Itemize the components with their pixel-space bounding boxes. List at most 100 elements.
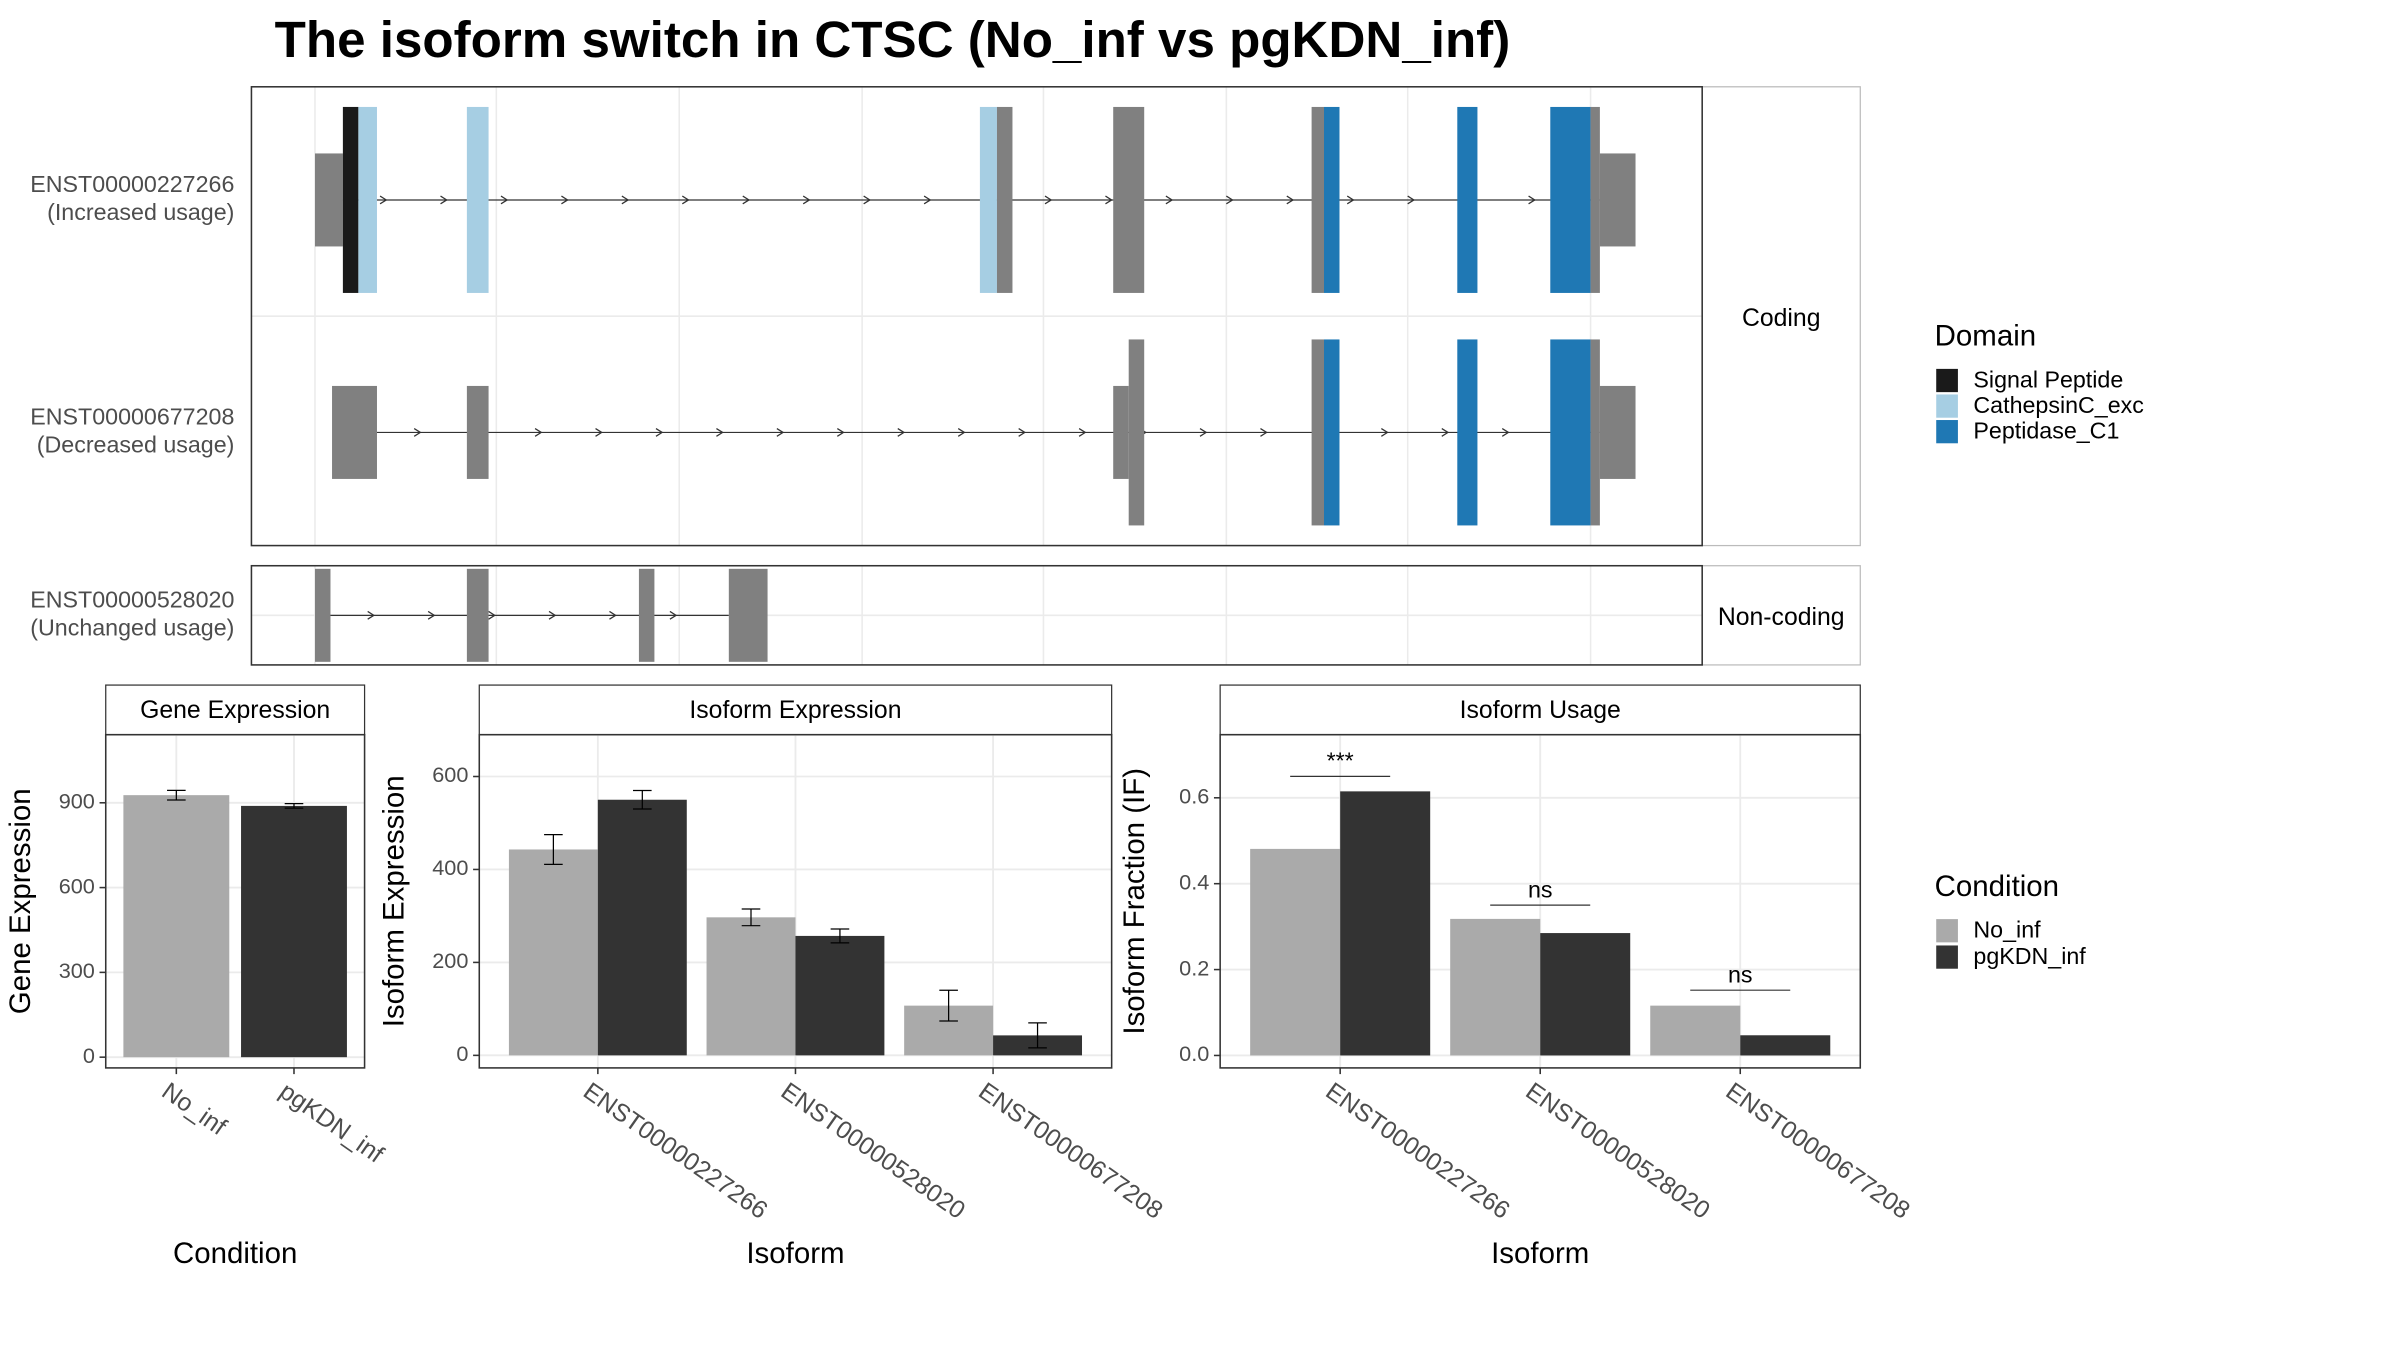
panel-title: Isoform Expression	[689, 697, 901, 724]
strip	[1701, 86, 1861, 547]
error-bar	[830, 928, 850, 944]
transcript-id: ENST00000227266	[30, 171, 234, 197]
intron-arrow	[923, 195, 932, 205]
y-axis-title: Gene Expression	[4, 788, 37, 1014]
exon	[1128, 339, 1145, 526]
intron-arrow	[548, 610, 557, 620]
intron-arrow	[742, 195, 751, 205]
intron-arrow	[1346, 195, 1355, 205]
intron-arrow	[595, 428, 603, 437]
panel-border	[250, 564, 1703, 666]
transcript-usage: (Increased usage)	[47, 199, 234, 225]
y-tick-label: 0	[456, 1041, 468, 1066]
intron-arrow	[836, 428, 845, 437]
panel-border	[478, 733, 1113, 1069]
exon	[1113, 385, 1129, 479]
intron-arrow	[1407, 195, 1416, 205]
y-axis-title: Isoform Fraction (IF)	[1118, 768, 1151, 1035]
intron-arrow	[1078, 428, 1087, 437]
bar	[706, 917, 796, 1056]
exon	[1590, 339, 1600, 526]
exon	[1457, 106, 1478, 293]
intron-arrow	[534, 428, 543, 437]
error-bar	[167, 789, 186, 801]
error-bar	[741, 908, 761, 927]
intron-arrow	[1226, 195, 1234, 205]
panel-border	[250, 86, 1703, 547]
legend-label: CathepsinC_exc	[1973, 392, 2143, 418]
bar	[241, 805, 347, 1058]
intron-arrow	[669, 610, 678, 620]
error-bar	[284, 803, 304, 809]
bar	[1650, 1005, 1741, 1056]
intron-arrow	[1528, 195, 1536, 205]
bar	[597, 799, 687, 1056]
bar	[123, 795, 230, 1058]
exon	[1311, 339, 1324, 526]
y-tick-label: 0.2	[1179, 955, 1209, 980]
legend-swatch	[1936, 919, 1958, 943]
exon	[1590, 106, 1600, 293]
intron-arrow	[561, 195, 569, 205]
legend-label: Peptidase_C1	[1973, 418, 2119, 444]
error-bar	[1028, 1022, 1047, 1049]
bar	[1740, 1035, 1831, 1056]
exon	[466, 106, 489, 293]
legend-label: Signal Peptide	[1973, 366, 2123, 392]
intron-arrow	[655, 428, 664, 437]
x-axis-title: Isoform	[1491, 1237, 1589, 1270]
error-bar	[939, 989, 958, 1022]
transcript-id: ENST00000677208	[30, 404, 234, 430]
exon	[1113, 106, 1145, 293]
strip	[478, 684, 1113, 736]
intron-arrow	[957, 428, 966, 437]
y-axis-title: Isoform Expression	[377, 775, 410, 1027]
y-tick-label: 0.6	[1179, 784, 1209, 809]
intron-arrow	[1044, 195, 1053, 205]
exon	[1550, 106, 1591, 293]
exon	[1550, 339, 1591, 526]
annotation-label: ns	[1528, 876, 1553, 902]
intron-arrow	[621, 195, 630, 205]
intron-arrow	[897, 428, 906, 437]
y-tick-label: 0.4	[1179, 869, 1209, 894]
exon	[466, 568, 489, 662]
bar	[1450, 918, 1541, 1056]
error-bar	[544, 833, 563, 865]
intron-arrow	[776, 428, 785, 437]
exon	[638, 568, 655, 662]
exon	[1323, 106, 1340, 293]
intron-arrow	[379, 195, 388, 205]
legend-label: No_inf	[1973, 917, 2041, 943]
intron-arrow	[1165, 195, 1174, 205]
intron-arrow	[500, 195, 509, 205]
y-tick-label: 0.0	[1179, 1041, 1209, 1066]
intron-arrow	[1105, 195, 1113, 205]
legend-swatch	[1936, 394, 1958, 418]
x-axis-title: Condition	[173, 1237, 297, 1270]
legend-label: pgKDN_inf	[1973, 943, 2086, 969]
y-tick-label: 300	[59, 958, 95, 983]
intron-arrow	[609, 610, 617, 620]
exon	[314, 153, 343, 247]
strip-label: Non-coding	[1718, 604, 1845, 631]
exon	[342, 106, 359, 293]
intron-arrow	[802, 195, 811, 205]
panel-title: Isoform Usage	[1460, 697, 1621, 724]
y-tick-label: 600	[432, 762, 468, 787]
intron-arrow	[488, 610, 496, 620]
intron-arrow	[1260, 428, 1268, 437]
panel-title: Gene Expression	[140, 697, 330, 724]
y-tick-label: 900	[59, 789, 95, 814]
y-tick-label: 200	[432, 948, 468, 973]
exon	[996, 106, 1013, 293]
strip	[105, 684, 366, 736]
exon	[1599, 385, 1636, 479]
exon	[332, 385, 377, 479]
panel-border	[1219, 733, 1862, 1069]
figure-title: The isoform switch in CTSC (No_inf vs pg…	[275, 11, 1511, 68]
y-tick-label: 400	[432, 855, 468, 880]
intron-arrow	[863, 195, 872, 205]
bar	[508, 849, 598, 1056]
